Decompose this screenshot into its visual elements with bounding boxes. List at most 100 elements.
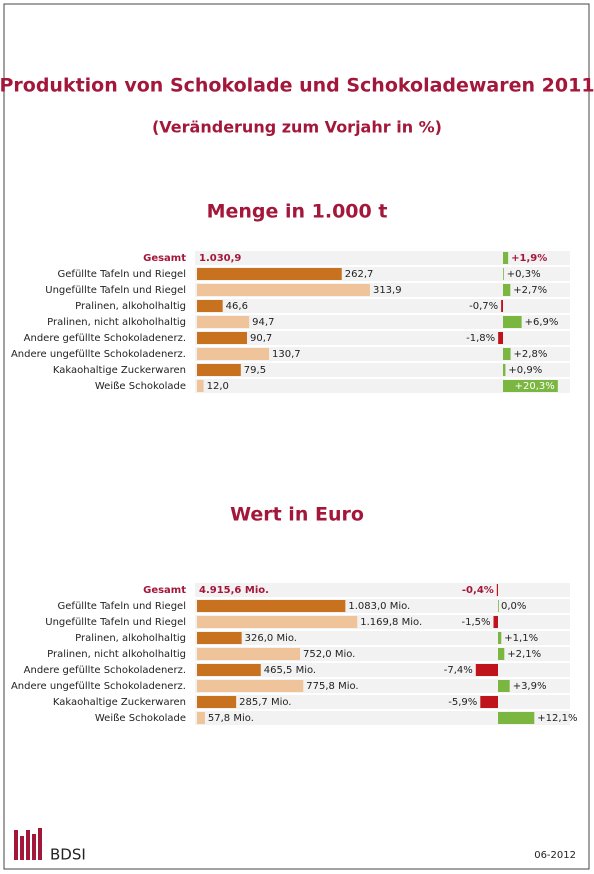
value-label: 79,5 [244,365,266,376]
bar [197,648,301,660]
category-label: Pralinen, alkoholhaltig [75,633,186,644]
change-bar [475,664,498,676]
bar [197,332,247,344]
change-label: -7,4% [444,665,473,676]
bar [197,680,304,692]
logo [14,828,42,860]
category-label: Andere gefüllte Schokoladenerz. [24,333,186,344]
bar [197,284,370,296]
value-label: 752,0 Mio. [303,649,355,660]
row-background [195,631,570,645]
value-label: 130,7 [272,349,301,360]
value-label: 90,7 [250,333,272,344]
change-bar [503,380,558,392]
change-label: -1,8% [466,333,495,344]
category-label: Andere gefüllte Schokoladenerz. [24,665,186,676]
change-label: -0,7% [469,301,498,312]
brand: BDSI [50,846,86,864]
value-label: 1.169,8 Mio. [360,617,422,628]
change-bar [503,364,506,376]
change-bar [503,316,522,328]
change-label: -0,4% [462,585,494,596]
change-label: +2,7% [513,285,547,296]
change-label: -5,9% [448,697,477,708]
value-label: 94,7 [252,317,274,328]
change-label: -1,5% [461,617,490,628]
change-label: +0,3% [507,269,541,280]
row-background [195,711,570,725]
value-label: 775,8 Mio. [306,681,358,692]
value-label: 313,9 [373,285,402,296]
change-label: +1,9% [511,253,547,264]
value-label: 57,8 Mio. [208,713,254,724]
bar [197,380,204,392]
row-background [195,363,570,377]
subtitle: (Veränderung zum Vorjahr in %) [152,118,442,137]
total-name: Gesamt [143,253,186,264]
value-label: 326,0 Mio. [245,633,297,644]
category-label: Pralinen, nicht alkoholhaltig [47,317,186,328]
category-label: Weiße Schokolade [95,381,186,392]
bar [197,300,223,312]
value-label: 1.083,0 Mio. [348,601,410,612]
row-background [195,331,570,345]
row-background [195,347,570,361]
change-bar [498,332,503,344]
bar [197,348,270,360]
change-bar [498,632,502,644]
value-label: 285,7 Mio. [239,697,291,708]
change-label: 0,0% [501,601,526,612]
change-label: +0,9% [508,365,542,376]
change-bar [501,300,503,312]
change-label: +1,1% [504,633,538,644]
change-label: +2,1% [507,649,541,660]
date: 06-2012 [534,850,576,861]
row-background [195,315,570,329]
row-background [195,379,570,393]
value-label: 465,5 Mio. [264,665,316,676]
category-label: Gefüllte Tafeln und Riegel [58,601,186,612]
change-bar [503,252,509,264]
change-bar [503,348,511,360]
value-label: 12,0 [207,381,229,392]
row-background [195,695,570,709]
category-label: Kakaohaltige Zuckerwaren [53,365,186,376]
row-background [195,251,570,265]
bar [197,364,241,376]
category-label: Ungefüllte Tafeln und Riegel [45,285,186,296]
change-bar [503,268,504,280]
value-label: 46,6 [226,301,248,312]
change-bar [480,696,498,708]
category-label: Gefüllte Tafeln und Riegel [58,269,186,280]
change-bar [503,284,511,296]
change-bar [498,600,499,612]
bar [197,696,237,708]
total-name: Gesamt [143,585,186,596]
category-label: Pralinen, alkoholhaltig [75,301,186,312]
bar [197,316,250,328]
change-bar [496,584,498,596]
change-bar [498,712,535,724]
bar [197,712,205,724]
bar [197,616,358,628]
bar [197,632,242,644]
change-label: +20,3% [515,381,555,392]
title: Produktion von Schokolade und Schokolade… [0,75,594,97]
change-bar [493,616,498,628]
category-label: Ungefüllte Tafeln und Riegel [45,617,186,628]
category-label: Kakaohaltige Zuckerwaren [53,697,186,708]
row-background [195,583,570,597]
bar [197,600,346,612]
category-label: Andere ungefüllte Schokoladenerz. [11,681,186,692]
section-title: Wert in Euro [230,504,364,526]
section-title: Menge in 1.000 t [207,201,388,223]
total-label: 4.915,6 Mio. [199,585,269,596]
change-bar [498,648,505,660]
change-label: +3,9% [513,681,547,692]
change-label: +6,9% [525,317,559,328]
change-bar [498,680,510,692]
category-label: Andere ungefüllte Schokoladenerz. [11,349,186,360]
change-label: +2,8% [514,349,548,360]
value-label: 262,7 [345,269,374,280]
